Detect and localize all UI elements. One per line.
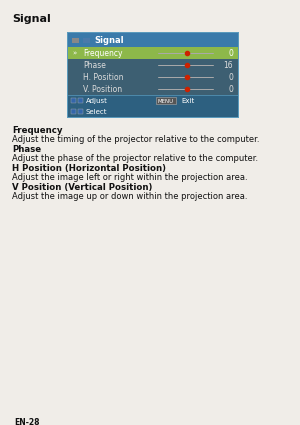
Text: V. Position: V. Position (83, 85, 122, 94)
Bar (68, 33, 238, 47)
Text: Frequency: Frequency (12, 126, 62, 135)
Bar (72, 38, 79, 43)
Text: Adjust the phase of the projector relative to the computer.: Adjust the phase of the projector relati… (12, 154, 258, 163)
Text: Frequency: Frequency (83, 48, 122, 57)
Text: Phase: Phase (12, 145, 41, 154)
Bar (68, 71, 238, 83)
Text: 0: 0 (228, 85, 233, 94)
Bar (68, 33, 238, 117)
Text: Signal: Signal (12, 14, 51, 24)
Text: Exit: Exit (181, 97, 194, 104)
Text: Select: Select (86, 108, 107, 114)
Text: 0: 0 (228, 48, 233, 57)
Bar (68, 83, 238, 95)
Bar (78, 109, 83, 114)
Text: Adjust: Adjust (86, 97, 108, 104)
Bar (68, 59, 238, 71)
Text: Signal: Signal (94, 36, 124, 45)
Text: 0: 0 (228, 73, 233, 82)
Text: »: » (72, 50, 76, 56)
Bar (71, 109, 76, 114)
Text: Adjust the timing of the projector relative to the computer.: Adjust the timing of the projector relat… (12, 135, 260, 144)
Text: H. Position: H. Position (83, 73, 124, 82)
Text: V Position (Vertical Position): V Position (Vertical Position) (12, 183, 152, 192)
Text: 16: 16 (224, 60, 233, 70)
Text: Adjust the image up or down within the projection area.: Adjust the image up or down within the p… (12, 192, 247, 201)
Text: H Position (Horizontal Position): H Position (Horizontal Position) (12, 164, 166, 173)
Text: Adjust the image left or right within the projection area.: Adjust the image left or right within th… (12, 173, 247, 182)
Text: MENU: MENU (158, 99, 174, 104)
Bar (71, 98, 76, 103)
Bar (67, 32, 239, 118)
Text: EN-28: EN-28 (14, 418, 40, 425)
Bar (83, 38, 90, 43)
Bar (68, 47, 238, 59)
Bar (156, 97, 176, 104)
Bar (78, 98, 83, 103)
Text: Phase: Phase (83, 60, 106, 70)
